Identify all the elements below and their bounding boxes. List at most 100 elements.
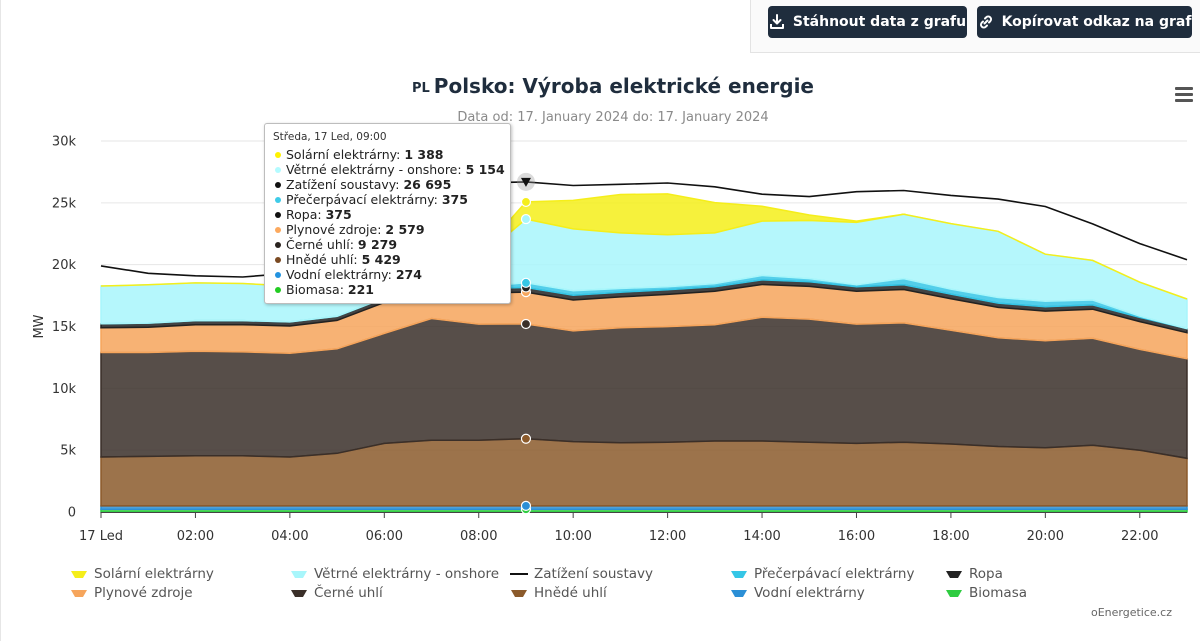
tooltip-series-label: Větrné elektrárny - onshore [286,162,458,177]
tooltip-series-value: 274 [395,267,422,282]
legend-label: Zatížení soustavy [534,566,653,582]
legend-item[interactable]: Černé uhlí [290,583,383,603]
x-tick-label: 02:00 [177,529,214,544]
copy-link-button[interactable]: Kopírovat odkaz na graf [977,6,1192,38]
chart-subtitle: Data od: 17. January 2024 do: 17. Januar… [457,110,769,125]
link-icon [979,15,992,29]
legend-label: Solární elektrárny [94,566,214,582]
tooltip-series-value: 26 695 [403,177,452,192]
chart-tooltip: Středa, 17 Led, 09:00 Solární elektrárny… [264,123,511,304]
x-tick-label: 16:00 [838,529,875,544]
tooltip-series-dot-icon [275,152,281,158]
hover-marker [520,433,532,444]
tooltip-series-value: 1 388 [404,147,444,162]
legend-label: Vodní elektrárny [754,585,865,601]
y-tick-label: 20k [52,258,77,273]
download-icon [769,14,784,29]
country-code: PL [411,81,430,96]
x-tick-label: 17 Led [79,529,123,544]
tooltip-series-label: Ropa [286,207,318,222]
y-tick-label: 25k [52,196,77,211]
tooltip-row: Černé uhlí: 9 279 [273,237,502,252]
tooltip-series-value: 5 154 [465,162,505,177]
x-tick-label: 18:00 [932,529,969,544]
tooltip-series-label: Plynové zdroje [286,222,378,237]
hover-marker [520,277,532,288]
tooltip-series-dot-icon [275,227,281,233]
y-tick-label: 10k [52,382,77,397]
legend-swatch-icon [731,590,747,597]
legend-label: Větrné elektrárny - onshore [314,566,500,582]
tooltip-series-label: Hnědé uhlí [286,252,354,267]
tooltip-series-label: Zatížení soustavy [286,177,396,192]
copy-link-label: Kopírovat odkaz na graf [1001,14,1192,30]
legend-item[interactable]: Biomasa [945,583,1027,603]
tooltip-row: Hnědé uhlí: 5 429 [273,252,502,267]
axes: 0 5k 10k 15k 20k 25k 30k 17 Led 02:00 04:00 06:00 0… [32,135,1187,544]
download-data-button[interactable]: Stáhnout data z grafu [768,6,967,38]
x-tick-label: 22:00 [1121,529,1158,544]
y-tick-label: 30k [52,135,77,150]
legend-label: Přečerpávací elektrárny [754,566,915,582]
tooltip-series-dot-icon [275,197,281,203]
toolbar: Stáhnout data z grafu Kopírovat odkaz na… [750,0,1200,53]
tooltip-series-value: 375 [325,207,352,222]
tooltip-series-label: Černé uhlí [286,237,350,252]
legend-swatch-icon [511,590,527,597]
x-tick-label: 08:00 [460,529,497,544]
x-tick-label: 20:00 [1027,529,1064,544]
legend-item[interactable]: Plynové zdroje [70,583,193,603]
legend-item[interactable]: Solární elektrárny [70,564,214,584]
legend-label: Plynové zdroje [94,585,193,601]
legend-swatch-icon [510,573,528,575]
x-tick-label: 14:00 [743,529,780,544]
x-tick-label: 12:00 [649,529,686,544]
tooltip-series-label: Solární elektrárny [286,147,397,162]
legend-swatch-icon [731,571,747,578]
tooltip-series-dot-icon [275,287,281,293]
legend-label: Biomasa [969,585,1028,601]
hover-marker [520,318,532,330]
legend-label: Ropa [969,566,1003,582]
tooltip-series-label: Biomasa [286,282,340,297]
tooltip-series-dot-icon [275,272,281,278]
tooltip-rows: Solární elektrárny: 1 388 Větrné elektrár… [273,147,505,297]
chart-title-text: Polsko: Výroba elektrické energie [433,74,814,98]
legend-item[interactable]: Hnědé uhlí [510,583,607,603]
tooltip-series-dot-icon [275,167,281,173]
tooltip-series-value: 9 279 [357,237,398,252]
legend-item[interactable]: Vodní elektrárny [730,583,865,603]
y-tick-label: 0 [68,506,76,521]
tooltip-series-value: 2 579 [385,222,425,237]
credit-text: oEnergetice.cz [1090,606,1172,619]
hover-marker [520,500,532,511]
tooltip-row: Přečerpávací elektrárny: 375 [273,192,502,207]
x-tick-label: 10:00 [554,529,591,544]
tooltip-header: Středa, 17 Led, 09:00 [273,131,387,143]
tooltip-series-value: 221 [347,282,374,297]
legend-label: Černé uhlí [314,585,383,601]
download-data-label: Stáhnout data z grafu [792,14,967,30]
y-axis-title: MW [32,314,47,338]
legend-item[interactable]: Zatížení soustavy [510,564,653,584]
tooltip-series-dot-icon [275,257,281,263]
hover-markers [516,172,535,515]
legend-label: Hnědé uhlí [534,585,607,601]
x-tick-label: 06:00 [366,529,403,544]
x-tick-label: 04:00 [271,529,308,544]
legend-swatch-icon [946,571,962,578]
tooltip-series-value: 375 [441,192,468,207]
page-border [0,0,1,641]
legend-item[interactable]: Ropa [945,564,1003,584]
legend-item[interactable]: Přečerpávací elektrárny [730,564,914,584]
legend-swatch-icon [946,590,962,597]
tooltip-row: Solární elektrárny: 1 388 [273,147,502,162]
legend-item[interactable]: Větrné elektrárny - onshore [290,564,499,584]
tooltip-series-dot-icon [275,212,281,218]
tooltip-series-value: 5 429 [361,252,401,267]
tooltip-row: Zatížení soustavy: 26 695 [273,177,502,192]
hamburger-menu-icon[interactable] [1175,87,1193,103]
legend-swatch-icon [71,590,87,597]
chart-title: PL Polsko: Výroba elektrické energie [0,74,1200,98]
